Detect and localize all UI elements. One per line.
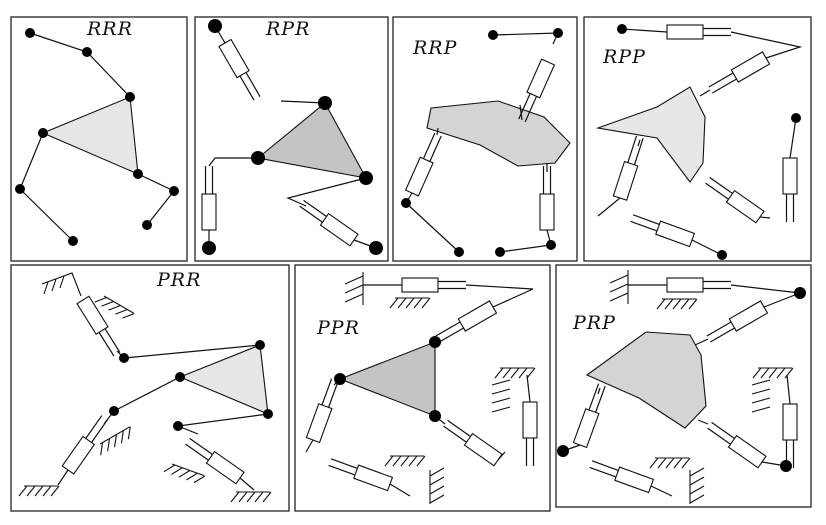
moving-platform: [338, 341, 436, 417]
ground-support: [344, 272, 364, 305]
panel-label-prp: PRP: [572, 312, 616, 334]
panel-prp: PRP: [555, 264, 812, 508]
ground-support: [609, 270, 629, 304]
moving-platform: [595, 86, 706, 183]
revolute-joints: [109, 340, 273, 431]
ground-support: [41, 272, 82, 297]
panel-rpr: RPR: [194, 16, 389, 262]
moving-platform: [256, 102, 368, 179]
panel-rrp: RRP: [392, 16, 578, 262]
revolute-joints: [15, 28, 179, 246]
panel-rrr: RRR: [10, 16, 188, 262]
panel-label-rpp: RPP: [602, 46, 646, 68]
revolute-joints: [334, 336, 441, 422]
ground-support: [491, 379, 511, 413]
revolute-joints: [557, 287, 806, 472]
ground-support: [429, 467, 445, 504]
ground-support: [751, 379, 771, 413]
revolute-joints: [617, 24, 801, 260]
ground-support: [689, 467, 705, 504]
panel-ppr: PPR: [294, 264, 551, 512]
panel-rpp: RPP: [583, 16, 812, 262]
panel-label-ppr: PPR: [316, 317, 360, 339]
panel-label-rpr: RPR: [265, 18, 310, 40]
moving-platform: [585, 331, 707, 429]
moving-platform: [41, 96, 139, 175]
panel-label-prr: PRR: [156, 269, 201, 291]
revolute-joints: [401, 28, 563, 257]
revolute-joints: [202, 19, 383, 255]
panel-label-rrp: RRP: [412, 37, 458, 59]
moving-platform: [426, 100, 571, 167]
panel-label-rrr: RRR: [86, 18, 133, 40]
moving-platform: [178, 344, 269, 415]
panel-prr: PRR: [10, 264, 290, 512]
